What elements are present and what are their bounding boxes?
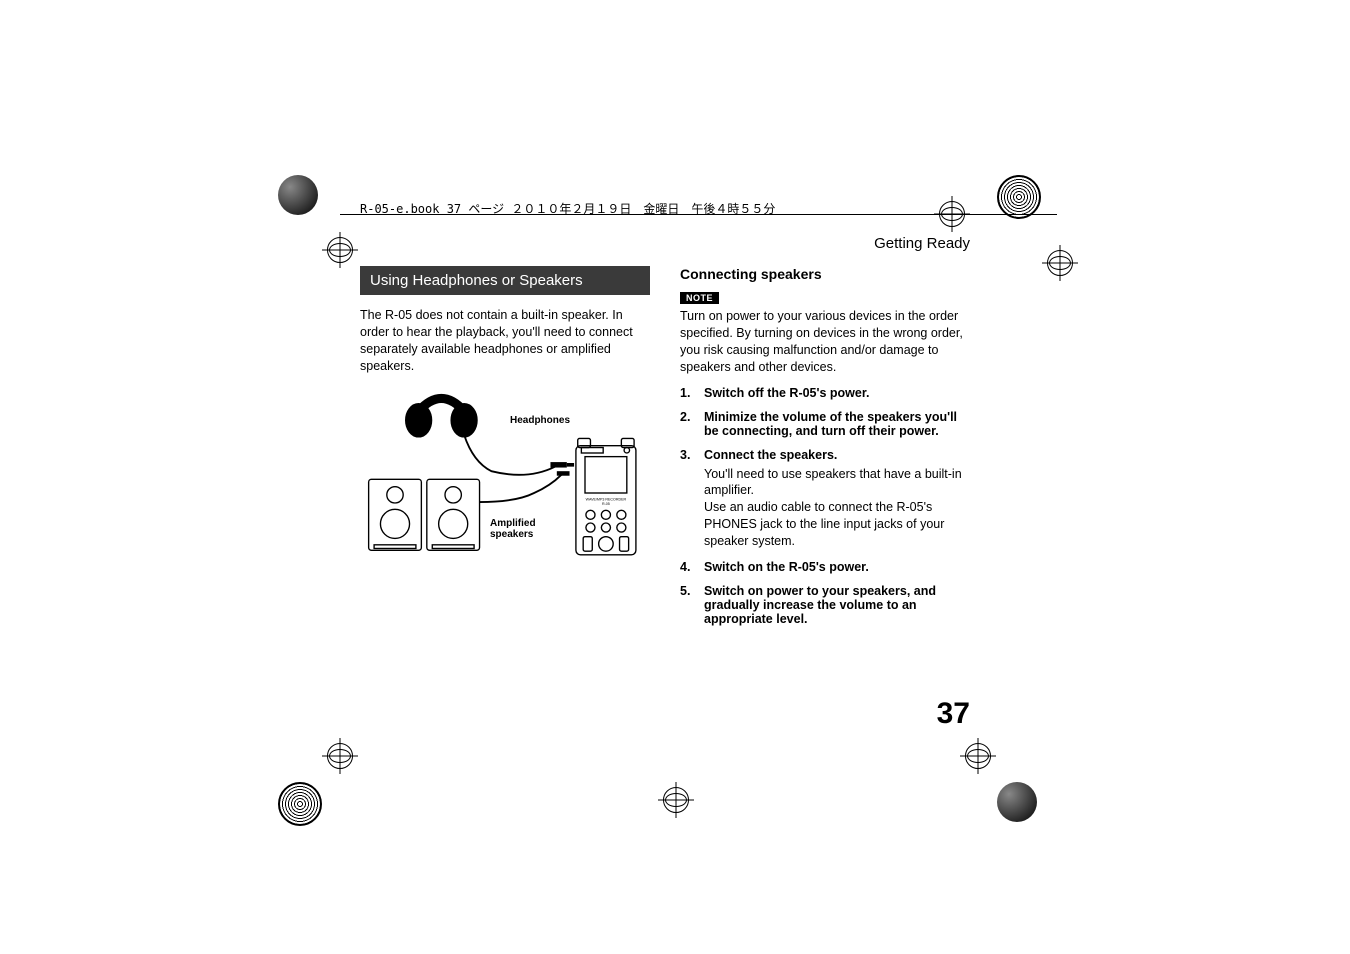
step-4-title: Switch on the R-05's power. xyxy=(704,560,970,574)
reg-top-right-outline xyxy=(997,175,1041,219)
section-title: Using Headphones or Speakers xyxy=(360,266,650,295)
step-2: Minimize the volume of the speakers you'… xyxy=(680,410,970,438)
step-1: Switch off the R-05's power. xyxy=(680,386,970,400)
label-amp-speakers: Amplified speakers xyxy=(490,518,550,540)
step-5-title: Switch on power to your speakers, and gr… xyxy=(704,584,970,626)
running-head: Getting Ready xyxy=(360,235,970,252)
svg-text:WAVE/MP3 RECORDER: WAVE/MP3 RECORDER xyxy=(586,497,627,501)
label-amp-speakers-text: Amplified speakers xyxy=(490,518,536,540)
reg-bot-left-outline xyxy=(278,782,322,826)
note-tag: NOTE xyxy=(680,292,719,304)
intro-text: The R-05 does not contain a built-in spe… xyxy=(360,307,650,375)
connection-diagram: WAVE/MP3 RECORDER R-05 Headpho xyxy=(360,393,650,593)
step-1-title: Switch off the R-05's power. xyxy=(704,386,970,400)
step-3-title: Connect the speakers. xyxy=(704,448,970,462)
steps-list: Switch off the R-05's power. Minimize th… xyxy=(680,386,970,626)
step-4: Switch on the R-05's power. xyxy=(680,560,970,574)
step-3-body: You'll need to use speakers that have a … xyxy=(704,466,970,550)
reg-top-left-cross xyxy=(322,232,358,268)
reg-bot-left-cross xyxy=(322,738,358,774)
reg-bot-mid-cross xyxy=(658,782,694,818)
reg-top-left-solid xyxy=(278,175,318,215)
reg-bot-right-cross xyxy=(960,738,996,774)
note-body: Turn on power to your various devices in… xyxy=(680,308,970,376)
svg-text:R-05: R-05 xyxy=(602,501,610,505)
step-3: Connect the speakers. You'll need to use… xyxy=(680,448,970,550)
page-number: 37 xyxy=(937,697,970,731)
connecting-speakers-head: Connecting speakers xyxy=(680,266,970,282)
label-headphones: Headphones xyxy=(510,415,570,426)
header-file-path: R-05-e.book 37 ページ ２０１０年２月１９日 金曜日 午後４時５５… xyxy=(360,200,775,217)
reg-bot-right-solid xyxy=(997,782,1037,822)
step-5: Switch on power to your speakers, and gr… xyxy=(680,584,970,626)
page-content: Getting Ready Using Headphones or Speake… xyxy=(360,235,970,715)
step-2-title: Minimize the volume of the speakers you'… xyxy=(704,410,970,438)
reg-top-right-cross xyxy=(1042,245,1078,281)
left-column: Using Headphones or Speakers The R-05 do… xyxy=(360,266,650,636)
right-column: Connecting speakers NOTE Turn on power t… xyxy=(680,266,970,636)
